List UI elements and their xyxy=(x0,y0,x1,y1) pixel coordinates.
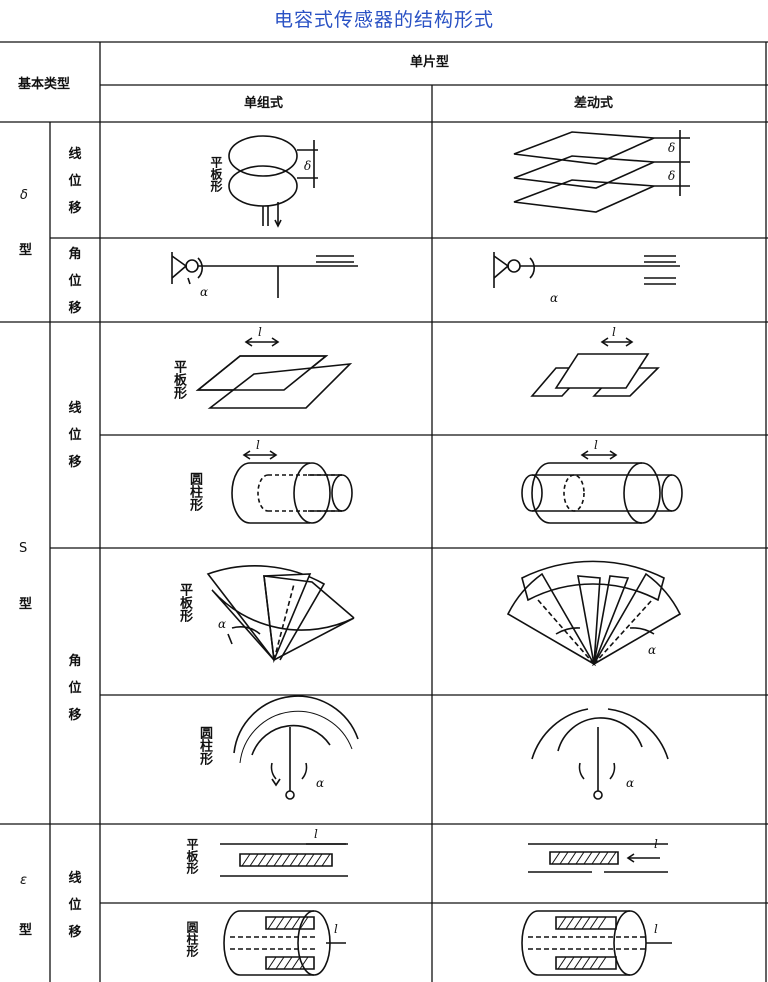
delta-type-symbol: δ xyxy=(20,188,28,203)
flat-shape-label: 平板形 xyxy=(209,156,223,193)
s-flat-label-2: 平板形 xyxy=(177,583,192,622)
header-single-piece: 单片型 xyxy=(410,55,450,70)
s-cylinder-label-2: 圆柱形 xyxy=(197,726,212,765)
s-linear-flat-single-diagram: l xyxy=(100,322,432,435)
flat-shape-label-epsilon: 平板形 xyxy=(185,838,199,875)
svg-text:δ: δ xyxy=(668,141,675,155)
svg-text:l: l xyxy=(594,438,598,452)
s-linear-cylinder-single-diagram: l xyxy=(100,435,432,548)
svg-text:α: α xyxy=(218,617,226,631)
delta-type-suffix: 型 xyxy=(19,243,33,258)
svg-text:l: l xyxy=(612,325,616,339)
svg-text:l: l xyxy=(258,325,262,339)
header-basic-type: 基本类型 xyxy=(18,77,71,92)
delta-angular-single-diagram: α xyxy=(100,238,432,322)
svg-text:α: α xyxy=(316,776,324,790)
svg-text:α: α xyxy=(648,643,656,657)
s-angular-flat-differential-diagram: α xyxy=(432,548,768,695)
svg-text:l: l xyxy=(654,922,658,936)
epsilon-flat-single-diagram: 平板形 l xyxy=(100,824,432,903)
epsilon-cylinder-single-diagram: 圆柱形 l xyxy=(100,903,432,982)
epsilon-linear-label: 线 位 移 xyxy=(68,871,82,940)
cylinder-shape-label-epsilon: 圆柱形 xyxy=(185,921,199,958)
s-cylinder-label: 圆柱形 xyxy=(187,472,202,511)
svg-text:δ: δ xyxy=(304,159,311,173)
header-single-group: 单组式 xyxy=(244,96,284,111)
svg-text:α: α xyxy=(626,776,634,790)
s-linear-flat-differential-diagram: l xyxy=(432,322,768,435)
s-flat-label-1: 平板形 xyxy=(171,360,186,399)
epsilon-type-symbol: ε xyxy=(20,873,28,888)
header-differential: 差动式 xyxy=(574,96,614,111)
delta-linear-single-diagram: 平板形 δ xyxy=(100,122,432,238)
s-angular-cylinder-single-diagram: α xyxy=(100,695,432,824)
epsilon-flat-differential-diagram: l xyxy=(432,824,768,903)
delta-linear-label: 线 位 移 xyxy=(68,147,82,216)
svg-text:α: α xyxy=(200,285,208,299)
epsilon-cylinder-differential-diagram: l xyxy=(432,903,768,982)
s-angular-label: 角 位 移 xyxy=(68,654,82,723)
epsilon-type-suffix: 型 xyxy=(19,923,33,938)
s-linear-cylinder-differential-diagram: l xyxy=(432,435,768,548)
delta-angular-differential-diagram: α xyxy=(432,238,768,322)
svg-text:l: l xyxy=(334,922,338,936)
delta-angular-label: 角 位 移 xyxy=(68,247,82,316)
s-linear-label: 线 位 移 xyxy=(68,401,82,470)
page-title: 电容式传感器的结构形式 xyxy=(273,9,494,31)
s-angular-cylinder-differential-diagram: α xyxy=(432,695,768,824)
svg-text:l: l xyxy=(314,827,318,841)
s-type-suffix: 型 xyxy=(19,597,33,612)
s-type-symbol: S xyxy=(19,541,28,556)
svg-text:l: l xyxy=(256,438,260,452)
s-angular-flat-single-diagram: α xyxy=(100,548,432,695)
delta-linear-differential-diagram: δ δ xyxy=(432,122,768,238)
svg-text:δ: δ xyxy=(668,169,675,183)
svg-text:α: α xyxy=(550,291,558,305)
svg-text:l: l xyxy=(654,837,658,851)
